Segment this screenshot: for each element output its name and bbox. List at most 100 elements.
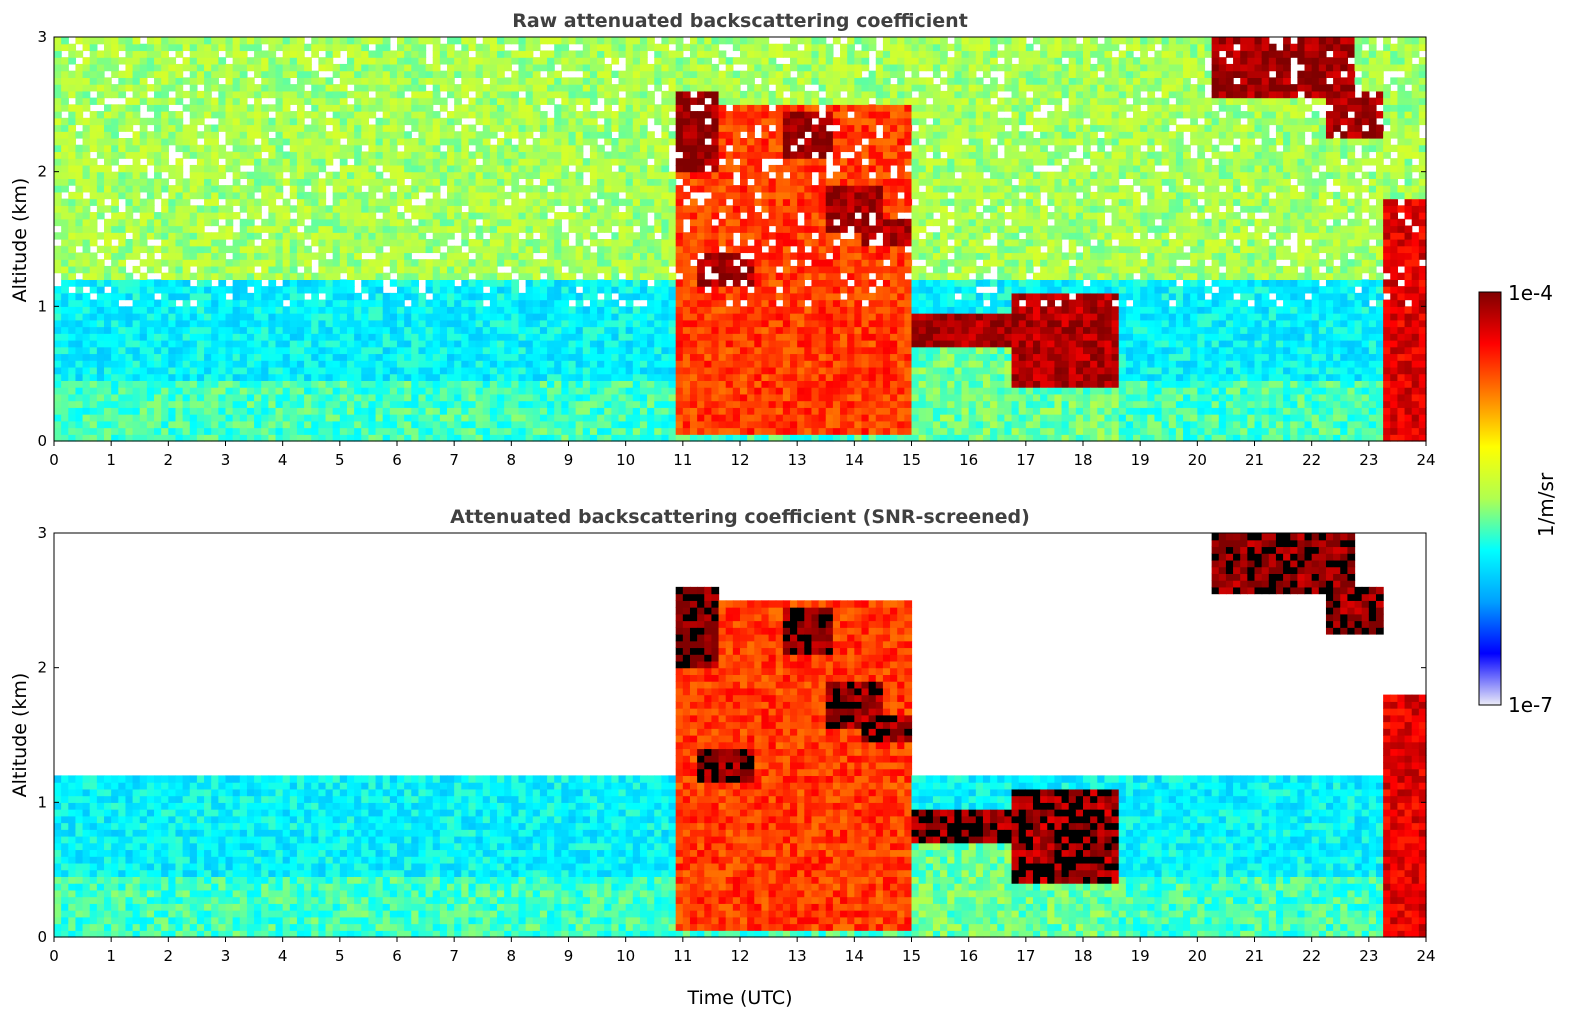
heatmap-cell [639,319,648,328]
heatmap-cell [511,218,520,227]
heatmap-cell [654,326,662,334]
heatmap-cell [389,306,398,314]
heatmap-cell [661,212,670,220]
heatmap-cell [339,205,348,213]
heatmap-cell [425,313,434,321]
heatmap-cell [125,212,134,220]
heatmap-cell [239,70,248,78]
heatmap-cell [361,353,370,361]
heatmap-cell [554,245,562,254]
heatmap-cell [289,407,298,415]
heatmap-cell [632,124,641,132]
heatmap-cell [461,380,470,388]
heatmap-cell [318,225,327,233]
heatmap-cell [689,205,698,213]
heatmap-cell [432,319,441,328]
heatmap-cell [304,366,312,375]
heatmap-cell [382,158,391,166]
heatmap-cell [489,313,498,321]
heatmap-cell [96,407,105,415]
heatmap-cell [539,360,548,368]
heatmap-cell [168,326,177,334]
heatmap-cell [454,97,462,105]
heatmap-cell [454,319,462,328]
heatmap-cell [375,205,384,213]
heatmap-cell [439,138,448,146]
heatmap-cell [539,239,548,247]
heatmap-cell [454,380,462,388]
heatmap-cell [161,43,169,52]
heatmap-cell [75,353,84,361]
heatmap-cell [675,387,684,395]
heatmap-cell [682,205,691,213]
heatmap-cell [389,373,398,381]
heatmap-cell [154,57,162,65]
heatmap-cell [497,333,505,341]
heatmap-cell [132,360,141,368]
heatmap-cell [389,360,398,368]
heatmap-cell [468,111,477,119]
heatmap-cell [554,434,562,442]
heatmap-cell [554,427,562,435]
heatmap-cell [339,306,348,314]
heatmap-cell [111,43,119,52]
heatmap-cell [404,292,412,301]
heatmap-cell [368,380,377,388]
heatmap-cell [104,84,112,92]
heatmap-cell [196,252,205,260]
heatmap-cell [61,420,69,429]
heatmap-cell [647,97,655,105]
heatmap-cell [311,272,319,280]
heatmap-cell [447,138,455,146]
heatmap-cell [139,84,148,92]
heatmap-cell [146,407,155,415]
heatmap-cell [597,37,605,45]
heatmap-cell [397,279,405,287]
heatmap-cell [661,265,670,274]
heatmap-cell [82,333,91,341]
heatmap-cell [475,353,484,361]
heatmap-cell [211,407,219,415]
heatmap-cell [175,407,184,415]
heatmap-cell [246,57,255,65]
heatmap-cell [361,333,370,341]
heatmap-cell [511,265,520,274]
heatmap-cell [268,232,277,240]
heatmap-cell [682,43,691,52]
heatmap-cell [539,333,548,341]
heatmap-cell [568,306,577,314]
heatmap-cell [239,171,248,179]
heatmap-cell [332,414,341,422]
heatmap-cell [482,245,491,254]
heatmap-cell [497,70,505,78]
heatmap-cell [425,353,434,361]
heatmap-cell [468,434,477,442]
heatmap-cell [389,171,398,179]
heatmap-cell [589,198,598,206]
heatmap-cell [654,259,662,267]
heatmap-cell [175,420,184,429]
heatmap-cell [682,400,691,408]
heatmap-cell [682,239,691,247]
heatmap-cell [132,77,141,85]
heatmap-cell [482,164,491,173]
heatmap-cell [168,272,177,280]
heatmap-cell [611,380,620,388]
heatmap-cell [82,212,91,220]
heatmap-cell [104,414,112,422]
heatmap-cell [118,313,127,321]
heatmap-cell [175,353,184,361]
heatmap-cell [661,77,670,85]
heatmap-cell [432,259,441,267]
heatmap-cell [561,158,570,166]
heatmap-cell [61,63,69,72]
heatmap-cell [389,164,398,173]
heatmap-cell [204,407,212,415]
heatmap-cell [154,84,162,92]
heatmap-cell [647,131,655,139]
heatmap-cell [82,225,91,233]
heatmap-cell [189,333,198,341]
heatmap-cell [189,407,198,415]
heatmap-cell [632,84,641,92]
heatmap-cell [647,286,655,294]
